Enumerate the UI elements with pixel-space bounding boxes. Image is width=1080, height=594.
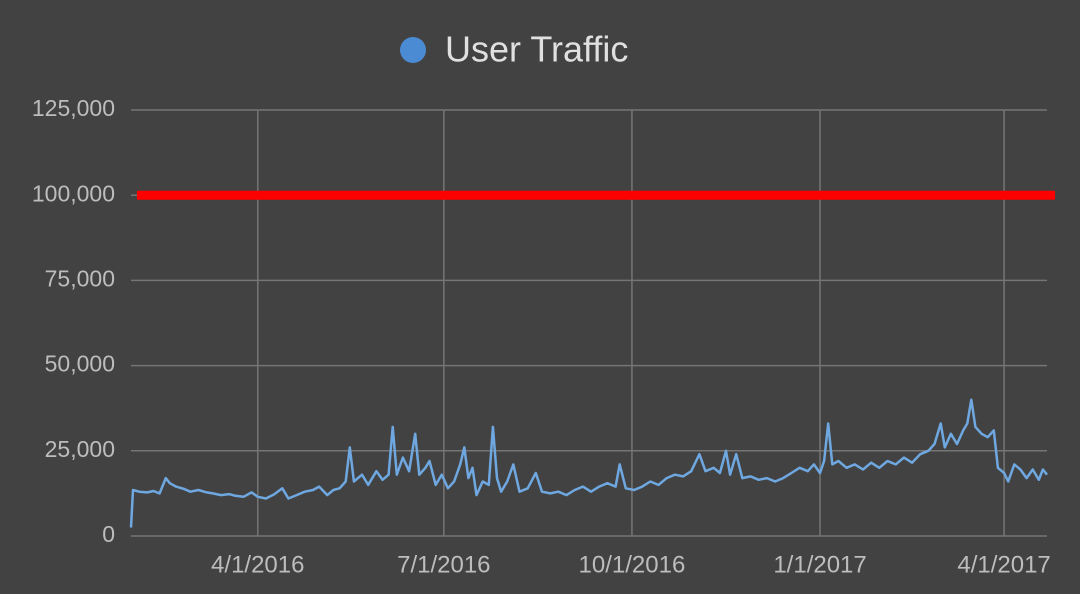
legend-marker [400, 37, 426, 63]
x-tick-label: 10/1/2016 [579, 551, 686, 578]
legend-label: User Traffic [445, 29, 628, 70]
x-tick-label: 7/1/2016 [397, 551, 490, 578]
y-tick-label: 25,000 [45, 436, 115, 462]
x-tick-label: 4/1/2017 [957, 551, 1050, 578]
y-tick-label: 75,000 [45, 265, 115, 291]
x-tick-label: 1/1/2017 [773, 551, 866, 578]
data-line [129, 398, 1048, 528]
x-tick-label: 4/1/2016 [211, 551, 304, 578]
legend: User Traffic [400, 29, 628, 70]
y-tick-label: 0 [102, 521, 115, 547]
y-tick-label: 100,000 [32, 180, 115, 206]
y-tick-label: 125,000 [32, 95, 115, 121]
y-tick-label: 50,000 [45, 351, 115, 377]
